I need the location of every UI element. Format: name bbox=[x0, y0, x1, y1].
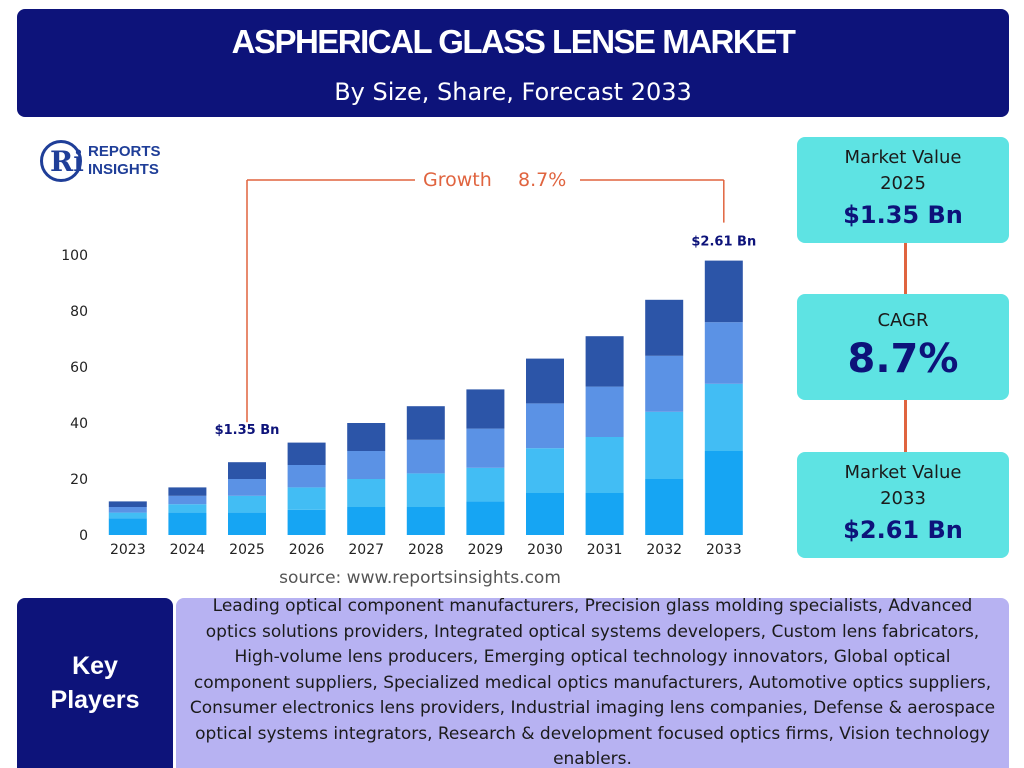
x-tick-label: 2024 bbox=[170, 542, 206, 558]
key-players-text: Leading optical component manufacturers,… bbox=[189, 598, 996, 768]
bar-segment bbox=[228, 479, 266, 496]
bar-segment bbox=[585, 493, 624, 535]
x-tick-label: 2023 bbox=[110, 542, 146, 558]
cagr-value: 8.7% bbox=[847, 336, 959, 382]
x-tick-label: 2031 bbox=[587, 542, 623, 558]
market-bar-chart: 0 20 40 60 80 100 2023 2024 2025 2026 2027 2028 2029… bbox=[61, 169, 756, 558]
card-label-line-2: 2033 bbox=[880, 488, 926, 509]
key-players-heading-box: Key Players bbox=[17, 598, 173, 768]
bar-segment bbox=[645, 355, 684, 412]
x-tick-label: 2026 bbox=[289, 542, 325, 558]
start-value-label: $1.35 Bn bbox=[215, 423, 280, 438]
bar-segment bbox=[228, 512, 266, 535]
page-title: ASPHERICAL GLASS LENSE MARKET bbox=[231, 23, 796, 60]
brand-logo: Ri REPORTS INSIGHTS bbox=[40, 140, 180, 184]
key-players-list-box: Leading optical component manufacturers,… bbox=[176, 598, 1009, 768]
bar-segment bbox=[168, 504, 207, 513]
bar-segment bbox=[168, 512, 207, 535]
growth-value: 8.7% bbox=[518, 169, 566, 191]
bar-segment bbox=[347, 479, 386, 507]
x-tick-label: 2028 bbox=[408, 542, 444, 558]
bar-segment bbox=[704, 322, 743, 384]
logo-mark-text: Ri bbox=[50, 145, 84, 178]
bar-segment bbox=[347, 423, 386, 451]
bar-segment bbox=[526, 448, 564, 493]
bar-segment bbox=[645, 479, 684, 535]
bar-segment bbox=[466, 501, 505, 535]
bar-segment bbox=[406, 406, 445, 440]
x-tick-label: 2029 bbox=[468, 542, 504, 558]
bar-segment bbox=[585, 386, 624, 437]
bar-segment bbox=[347, 507, 386, 535]
card-label-line-2: 2025 bbox=[880, 173, 926, 194]
x-tick-label: 2025 bbox=[229, 542, 265, 558]
bar-segment bbox=[704, 260, 743, 323]
bar-segment bbox=[287, 487, 326, 510]
market-value-2025: $1.35 Bn bbox=[843, 201, 963, 229]
bar-segment bbox=[168, 495, 207, 505]
bar-segment bbox=[108, 501, 147, 507]
x-tick-label: 2033 bbox=[706, 542, 742, 558]
bar-segment bbox=[526, 358, 564, 404]
y-tick-label: 80 bbox=[70, 304, 88, 320]
bar-segment bbox=[108, 518, 147, 535]
logo-icon: Ri bbox=[40, 140, 84, 182]
logo-wordmark: REPORTS INSIGHTS bbox=[88, 143, 161, 179]
bar-segment bbox=[645, 411, 684, 479]
x-tick-label: 2027 bbox=[348, 542, 384, 558]
bar-segment bbox=[704, 383, 743, 451]
card-label: Market Value 2033 bbox=[797, 452, 1009, 512]
cagr-card: CAGR 8.7% bbox=[797, 294, 1009, 400]
bar-segment bbox=[406, 473, 445, 507]
y-tick-label: 100 bbox=[61, 248, 88, 264]
header-banner: ASPHERICAL GLASS LENSE MARKET By Size, S… bbox=[17, 9, 1009, 117]
bar-segment bbox=[526, 403, 564, 449]
y-tick-label: 20 bbox=[70, 472, 88, 488]
card-label-line-1: Market Value bbox=[844, 462, 962, 483]
bar-segment bbox=[108, 512, 147, 519]
bar-segment bbox=[526, 493, 564, 535]
bar-segment bbox=[704, 451, 743, 535]
x-tick-label: 2030 bbox=[527, 542, 563, 558]
y-tick-label: 60 bbox=[70, 360, 88, 376]
bar-segment bbox=[287, 465, 326, 488]
bar-segment bbox=[645, 299, 684, 356]
card-label-line-1: Market Value bbox=[844, 147, 962, 168]
card-connector bbox=[904, 400, 907, 452]
logo-line-1: REPORTS bbox=[88, 143, 161, 160]
market-value-2033-card: Market Value 2033 $2.61 Bn bbox=[797, 452, 1009, 558]
bar-segment bbox=[585, 336, 624, 387]
bar-segment bbox=[228, 495, 266, 513]
bar-segment bbox=[466, 389, 505, 429]
bar-segment bbox=[228, 462, 266, 479]
bar-segment bbox=[466, 428, 505, 468]
market-value-2033: $2.61 Bn bbox=[843, 516, 963, 544]
bar-segment bbox=[466, 467, 505, 502]
growth-label: Growth bbox=[423, 169, 492, 191]
card-connector bbox=[904, 243, 907, 294]
card-label: Market Value 2025 bbox=[797, 137, 1009, 197]
bar-segment bbox=[108, 507, 147, 513]
bar-segment bbox=[406, 507, 445, 535]
page-subtitle: By Size, Share, Forecast 2033 bbox=[334, 78, 692, 106]
logo-line-2: INSIGHTS bbox=[88, 161, 159, 178]
bar-segment bbox=[287, 442, 326, 465]
y-tick-label: 0 bbox=[79, 528, 88, 544]
bar-segment bbox=[585, 437, 624, 493]
y-tick-label: 40 bbox=[70, 416, 88, 432]
x-tick-label: 2032 bbox=[646, 542, 682, 558]
bar-segment bbox=[406, 439, 445, 474]
bar-segment bbox=[347, 451, 386, 479]
source-note: source: www.reportsinsights.com bbox=[279, 568, 561, 588]
end-value-label: $2.61 Bn bbox=[691, 235, 756, 250]
card-label: CAGR bbox=[877, 310, 929, 331]
bar-segment bbox=[168, 487, 207, 496]
key-players-title: Key Players bbox=[50, 652, 140, 714]
bar-segment bbox=[287, 509, 326, 535]
market-value-2025-card: Market Value 2025 $1.35 Bn bbox=[797, 137, 1009, 243]
